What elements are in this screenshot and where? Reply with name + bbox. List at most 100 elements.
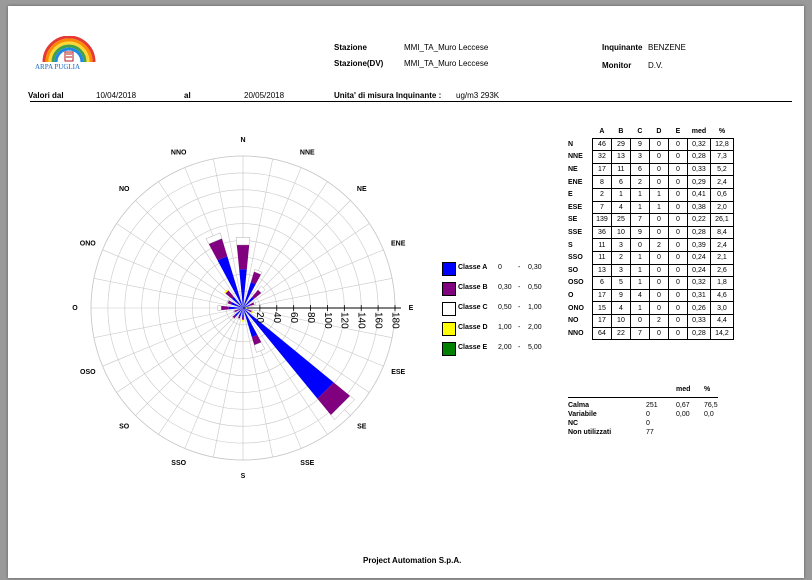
table-row: OSO 6 5 1 0 0 0,32 1,8: [566, 276, 734, 290]
legend-dash: -: [518, 264, 521, 271]
table-cell: 0,33: [686, 313, 711, 328]
table-header: C: [637, 128, 643, 136]
radial-tick-label: 60: [288, 312, 299, 324]
table-cell: 0: [667, 162, 688, 177]
radial-tick-label: 40: [271, 312, 282, 324]
table-cell: 1: [648, 200, 669, 215]
legend-from: 0: [498, 264, 502, 271]
table-cell: 0: [648, 250, 669, 265]
rose-bar-NE-classe-b: [252, 289, 262, 299]
table-cell: 5: [610, 276, 631, 290]
rose-bar-ONO-classe-b: [227, 300, 232, 305]
summary-count: 77: [646, 429, 654, 436]
rose-bar-NNO-classe-a: [217, 256, 243, 308]
table-cell: 0: [648, 162, 669, 177]
table-header: A: [599, 128, 605, 136]
rose-grid-spoke: [213, 307, 244, 458]
rose-grid-spoke: [116, 223, 244, 309]
summary-row-label: Calma: [568, 402, 590, 409]
radial-tick-label: 160: [372, 312, 383, 329]
table-cell: 2: [610, 250, 631, 265]
table-cell: 0,28: [686, 326, 711, 341]
row-label: SSO: [568, 254, 583, 262]
rose-bar-SSE-classe-b: [251, 334, 262, 346]
table-cell: 9: [610, 288, 631, 303]
rose-bar-E-classe-d: [246, 307, 248, 309]
row-label: NE: [568, 166, 578, 174]
table-cell: 7: [629, 213, 650, 227]
radial-tick-label: 100: [322, 312, 333, 329]
table-cell: 0,28: [686, 150, 711, 164]
logo-text: ARPA PUGLIA: [35, 63, 81, 71]
table-cell: 0: [667, 137, 688, 152]
rose-grid-spoke: [242, 307, 273, 458]
rose-grid-spoke: [242, 249, 384, 309]
table-cell: 2,6: [709, 263, 734, 278]
table-cell: 0,26: [686, 301, 711, 315]
table-cell: 64: [591, 326, 612, 341]
table-cell: 2: [648, 238, 669, 252]
table-cell: 5,2: [709, 162, 734, 177]
legend-from: 0,50: [498, 304, 512, 311]
legend-to: 5,00: [528, 344, 542, 351]
rose-bar-SE-classe-a: [243, 308, 334, 399]
valori-dal-label: Valori dal: [28, 91, 64, 100]
table-cell: 0: [667, 276, 688, 290]
legend-label: Classe D: [458, 324, 488, 331]
legend-from: 0,30: [498, 284, 512, 291]
table-cell: 12,8: [709, 137, 734, 152]
table-cell: 22: [610, 326, 631, 341]
legend-label: Classe C: [458, 304, 488, 311]
direction-label-N: N: [240, 137, 245, 144]
table-cell: 0,41: [686, 187, 711, 202]
table-cell: 17: [591, 313, 612, 328]
table-cell: 6: [610, 175, 631, 189]
legend-swatch: [442, 262, 456, 276]
table-cell: 8,4: [709, 225, 734, 240]
rose-bar-NO-classe-b: [225, 290, 234, 299]
table-row: NO 17 10 0 2 0 0,33 4,4: [566, 313, 734, 328]
date-from: 10/04/2018: [96, 91, 137, 100]
rose-grid-spoke: [242, 181, 328, 309]
table-cell: 0: [648, 137, 669, 152]
rose-bar-O-classe-b: [221, 305, 229, 311]
rose-bar-N-classe-b: [236, 244, 250, 270]
table-row: NNE 32 13 3 0 0 0,28 7,3: [566, 150, 734, 164]
row-label: SO: [568, 266, 579, 274]
table-row: ENE 8 6 2 0 0 0,29 2,4: [566, 175, 734, 189]
rose-bar-ENE-classe-c: [253, 301, 257, 305]
rose-bar-ONO-classe-a: [230, 302, 243, 308]
legend-label: Classe A: [458, 264, 488, 271]
legend-swatch: [442, 322, 456, 336]
row-label: SSE: [568, 229, 583, 237]
table-row: SSE 36 10 9 0 0 0,28 8,4: [566, 225, 734, 240]
table-cell: 7,3: [709, 150, 734, 164]
unita-value: ug/m3 293K: [456, 91, 500, 100]
rose-bar-SE-classe-b: [317, 382, 351, 416]
rose-bar-ESE-classe-a: [243, 308, 249, 311]
table-cell: 0: [667, 263, 688, 278]
direction-label-NO: NO: [119, 186, 130, 193]
rose-bar-ESE-classe-b: [248, 309, 252, 313]
table-cell: 15: [591, 301, 612, 315]
table-cell: 2: [591, 187, 612, 202]
summary-row-label: NC: [568, 420, 579, 427]
table-cell: 0: [648, 276, 669, 290]
rose-grid-spoke: [242, 158, 273, 309]
inquinante-label: Inquinante: [602, 43, 643, 52]
table-cell: 7: [591, 200, 612, 215]
table-cell: 4,6: [709, 288, 734, 303]
direction-label-O: O: [72, 305, 78, 312]
table-cell: 1: [629, 263, 650, 278]
rose-bar-NNE-classe-a: [243, 282, 256, 308]
table-cell: 2: [648, 313, 669, 328]
rose-bar-N-classe-a: [239, 269, 247, 308]
rose-grid-spoke: [135, 307, 244, 416]
table-cell: 0: [648, 263, 669, 278]
stazione-label: Stazione: [334, 43, 367, 52]
table-cell: 2,4: [709, 175, 734, 189]
direction-label-NNO: NNO: [171, 150, 187, 157]
table-cell: 0: [667, 326, 688, 341]
arpa-puglia-logo: [34, 35, 104, 74]
table-cell: 10: [610, 313, 631, 328]
